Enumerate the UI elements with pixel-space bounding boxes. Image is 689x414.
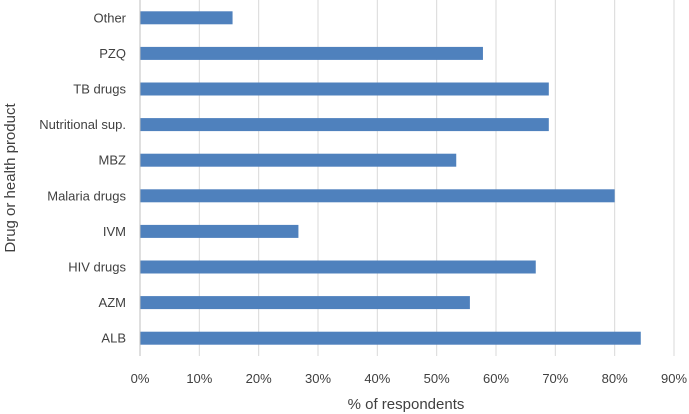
x-tick-label-50pct: 50% <box>424 371 450 386</box>
y-tick-labels: ALB AZM HIV drugs IVM Malaria drugs MBZ Nutrit… <box>39 10 126 345</box>
bar-hiv-drugs <box>140 260 536 274</box>
bar-pzq <box>140 46 483 60</box>
bar-azm <box>140 296 470 310</box>
x-axis-title: % of respondents <box>348 396 465 413</box>
x-tick-label-90pct: 90% <box>661 371 687 386</box>
x-tick-label-70pct: 70% <box>542 371 568 386</box>
x-tick-label-40pct: 40% <box>364 371 390 386</box>
bars <box>140 11 641 345</box>
y-tick-label-hiv-drugs: HIV drugs <box>68 260 126 275</box>
y-axis-title: Drug or health product <box>2 103 19 253</box>
y-tick-label-alb: ALB <box>101 331 126 346</box>
y-tick-label-mbz: MBZ <box>99 153 127 168</box>
bar-nutritional-sup <box>140 118 549 132</box>
y-tick-label-nutritional-sup: Nutritional sup. <box>39 117 126 132</box>
bar-other <box>140 11 233 25</box>
y-tick-label-other: Other <box>93 10 126 25</box>
bar-malaria-drugs <box>140 189 615 203</box>
bar-ivm <box>140 224 299 238</box>
x-tick-label-60pct: 60% <box>483 371 509 386</box>
x-tick-label-80pct: 80% <box>602 371 628 386</box>
y-tick-label-tb-drugs: TB drugs <box>73 82 126 97</box>
x-tick-label-20pct: 20% <box>246 371 272 386</box>
x-tick-label-0pct: 0% <box>131 371 150 386</box>
x-tick-label-30pct: 30% <box>305 371 331 386</box>
x-tick-label-10pct: 10% <box>186 371 212 386</box>
bar-alb <box>140 331 641 345</box>
bar-tb-drugs <box>140 82 549 96</box>
y-tick-label-ivm: IVM <box>103 224 126 239</box>
bar-mbz <box>140 153 457 167</box>
y-tick-label-malaria-drugs: Malaria drugs <box>47 188 126 203</box>
x-tick-labels: 0% 10% 20% 30% 40% 50% 60% 70% 80% 90% <box>131 371 688 386</box>
y-tick-label-pzq: PZQ <box>99 46 126 61</box>
y-tick-label-azm: AZM <box>99 295 126 310</box>
